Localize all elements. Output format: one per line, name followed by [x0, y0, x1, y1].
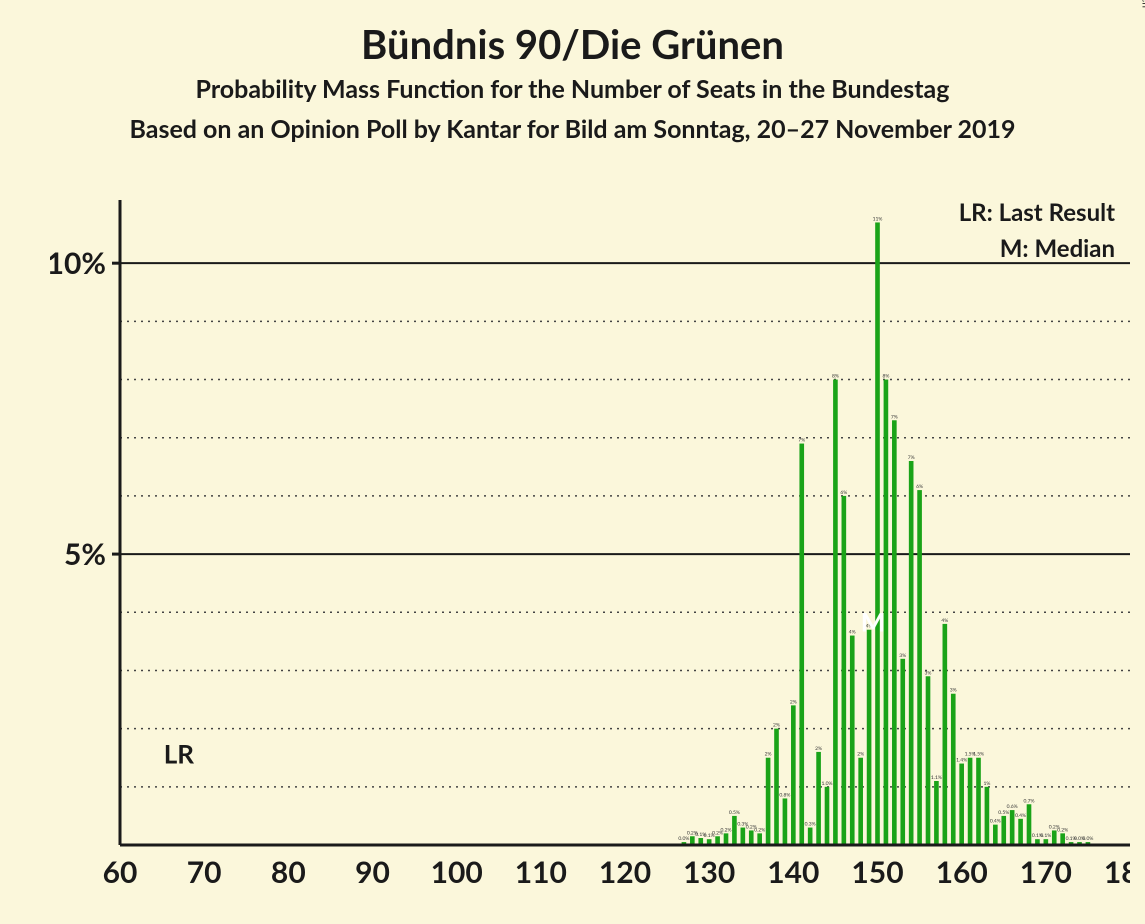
- bar: [968, 758, 973, 845]
- bar-value-label: 3%: [950, 688, 957, 694]
- x-tick-label: 90: [355, 854, 390, 890]
- bar-value-label: 4%: [849, 630, 856, 636]
- bar: [917, 490, 922, 845]
- bar: [867, 630, 872, 845]
- bar-value-label: 4%: [941, 618, 948, 624]
- bar: [774, 729, 779, 845]
- bar: [943, 624, 948, 845]
- pmf-bar-chart: 0.0%0.2%0.1%0.1%0.2%0.2%0.5%0.3%0.2%0.2%…: [50, 195, 1130, 915]
- bar: [741, 828, 746, 845]
- bar-value-label: 0.5%: [998, 810, 1009, 816]
- bar: [799, 444, 804, 845]
- bar-value-label: 0.3%: [805, 822, 816, 828]
- x-tick-label: 170: [1020, 854, 1072, 890]
- bar: [1027, 804, 1032, 845]
- x-tick-label: 110: [515, 854, 567, 890]
- bar: [783, 798, 788, 845]
- x-tick-label: 100: [431, 854, 483, 890]
- bar: [900, 659, 905, 845]
- bar: [766, 758, 771, 845]
- bar: [732, 816, 737, 845]
- bar-value-label: 7%: [908, 455, 915, 461]
- bar: [816, 752, 821, 845]
- x-tick-label: 60: [103, 854, 138, 890]
- bar-value-label: 0.2%: [721, 827, 732, 833]
- bar-value-label: 0.2%: [1057, 827, 1068, 833]
- bar: [833, 380, 838, 845]
- x-tick-label: 160: [936, 854, 988, 890]
- bar-value-label: 1.4%: [956, 758, 967, 764]
- bar: [976, 758, 981, 845]
- bar-value-label: 1.0%: [822, 781, 833, 787]
- x-tick-label: 80: [271, 854, 306, 890]
- title-area: Bündnis 90/Die Grünen Probability Mass F…: [0, 0, 1145, 144]
- bar-value-label: 0.1%: [1040, 833, 1051, 839]
- x-tick-label: 130: [683, 854, 735, 890]
- bar-value-label: 2%: [773, 723, 780, 729]
- bar: [825, 787, 830, 845]
- bar: [842, 496, 847, 845]
- bar: [934, 781, 939, 845]
- bar: [749, 830, 754, 845]
- bar-value-label: 3%: [899, 653, 906, 659]
- bar-value-label: 6%: [916, 484, 923, 490]
- bar: [1010, 810, 1015, 845]
- bar-value-label: 3%: [925, 670, 932, 676]
- lr-marker-label: LR: [164, 738, 195, 770]
- bar: [926, 676, 931, 845]
- bar-value-label: 0.4%: [990, 819, 1001, 825]
- bar: [1018, 819, 1023, 845]
- bar: [724, 833, 729, 845]
- bar: [1052, 830, 1057, 845]
- bar-value-label: 2%: [765, 752, 772, 758]
- bar: [850, 636, 855, 845]
- bar-value-label: 0.4%: [1015, 813, 1026, 819]
- bar: [1001, 816, 1006, 845]
- bar: [858, 758, 863, 845]
- bar-value-label: 0.0%: [1082, 836, 1093, 842]
- bar: [757, 833, 762, 845]
- bar-value-label: 1.1%: [931, 775, 942, 781]
- bar: [985, 787, 990, 845]
- chart-title: Bündnis 90/Die Grünen: [0, 20, 1145, 68]
- chart-container: 0.0%0.2%0.1%0.1%0.2%0.2%0.5%0.3%0.2%0.2%…: [50, 195, 1130, 875]
- bar-value-label: 2%: [857, 752, 864, 758]
- copyright: © 2021 Filip van Laenen: [1139, 0, 1145, 8]
- bar-value-label: 1.5%: [973, 752, 984, 758]
- bar: [892, 420, 897, 845]
- bar-value-label: 0.2%: [754, 827, 765, 833]
- bar-value-label: 7%: [891, 414, 898, 420]
- bar-value-label: 0.0%: [678, 836, 689, 842]
- bar-value-label: 2%: [815, 746, 822, 752]
- chart-subtitle-1: Probability Mass Function for the Number…: [0, 74, 1145, 104]
- bar: [959, 764, 964, 845]
- bar-value-label: 7%: [798, 438, 805, 444]
- bar-value-label: 0.8%: [779, 792, 790, 798]
- bar: [909, 461, 914, 845]
- median-marker-label: M: [861, 606, 886, 638]
- bar: [791, 705, 796, 845]
- x-tick-label: 140: [767, 854, 819, 890]
- bar-value-label: 0.7%: [1024, 798, 1035, 804]
- y-tick-label: 5%: [64, 536, 106, 572]
- bar-value-label: 0.6%: [1007, 804, 1018, 810]
- bar-value-label: 0.5%: [729, 810, 740, 816]
- bar-value-label: 8%: [832, 374, 839, 380]
- y-tick-label: 10%: [50, 245, 106, 281]
- bar-value-label: 1%: [983, 781, 990, 787]
- x-tick-label: 150: [851, 854, 903, 890]
- bar-value-label: 11%: [873, 216, 883, 222]
- x-tick-label: 70: [187, 854, 222, 890]
- bar: [951, 694, 956, 845]
- bar-value-label: 8%: [882, 374, 889, 380]
- bar: [808, 828, 813, 845]
- chart-subtitle-2: Based on an Opinion Poll by Kantar for B…: [0, 114, 1145, 144]
- x-tick-label: 120: [599, 854, 651, 890]
- bar: [1060, 833, 1065, 845]
- bar-value-label: 6%: [840, 490, 847, 496]
- bar-value-label: 2%: [790, 699, 797, 705]
- x-tick-label: 180: [1104, 854, 1130, 890]
- bar: [875, 222, 880, 845]
- bar: [993, 825, 998, 845]
